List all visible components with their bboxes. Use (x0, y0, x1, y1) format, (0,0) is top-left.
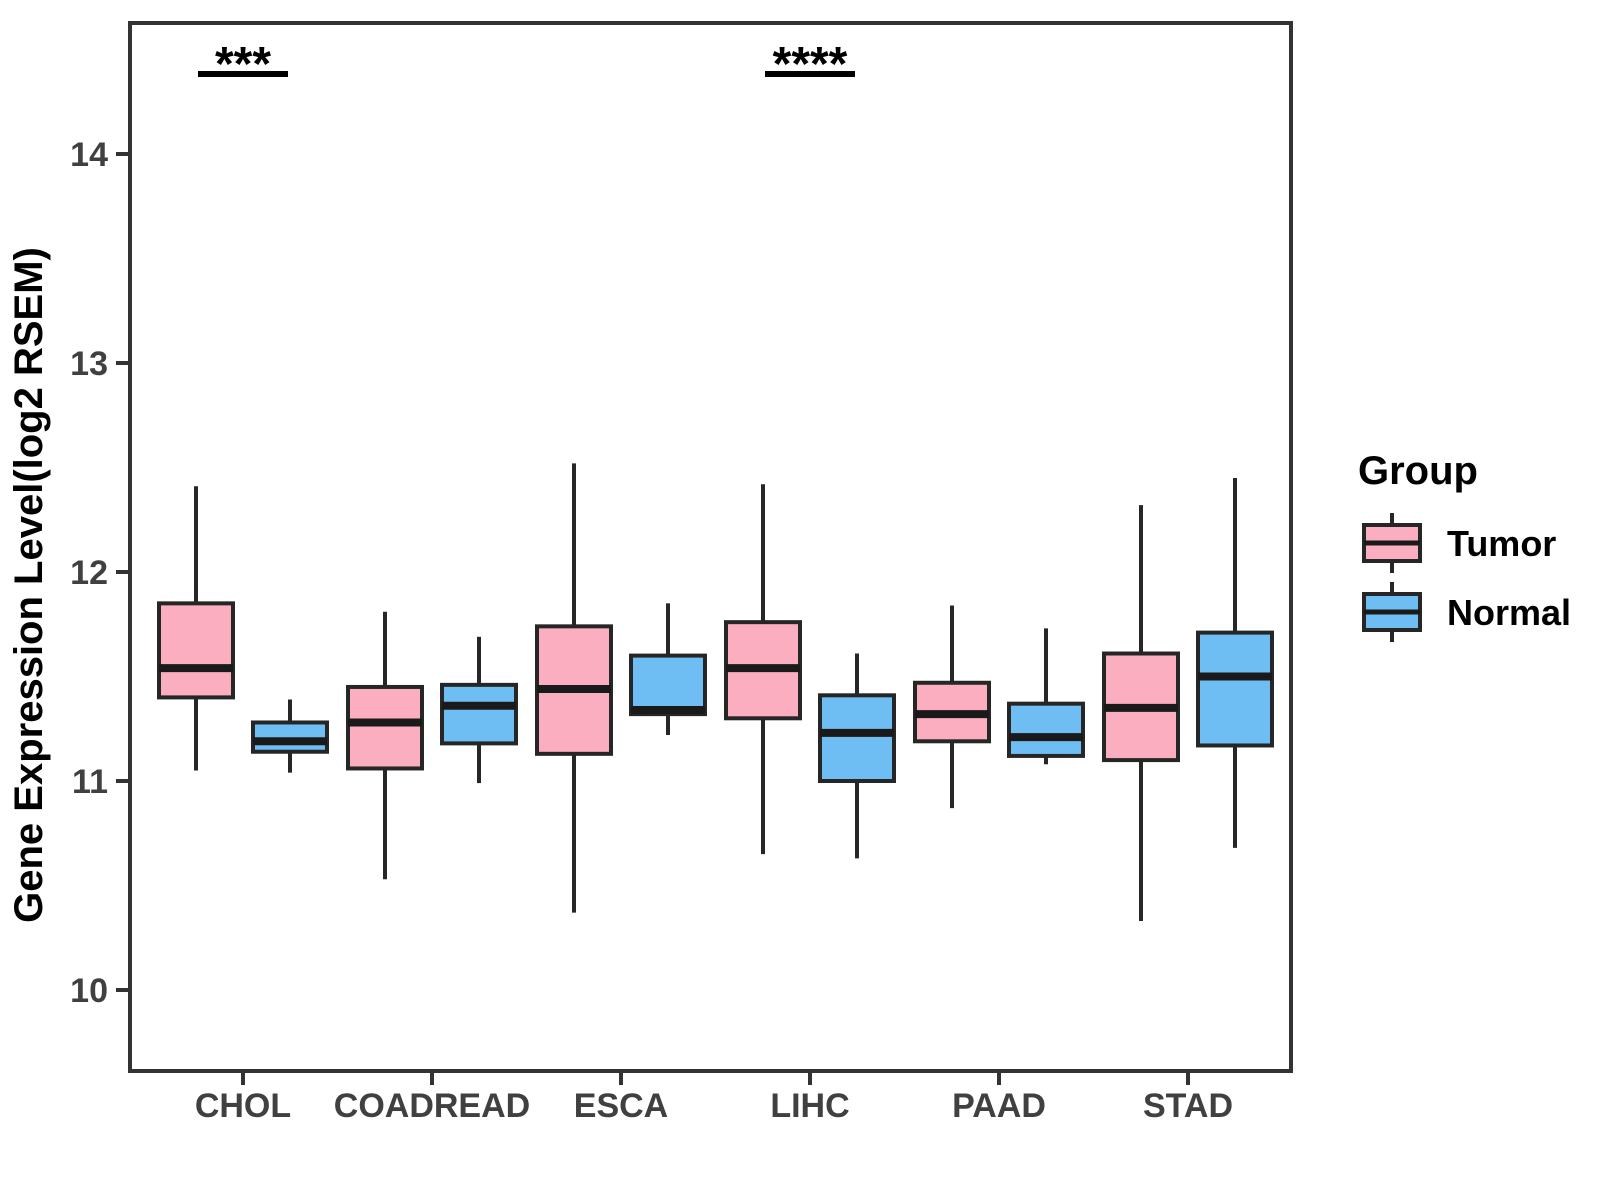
y-tick-label: 13 (70, 345, 108, 383)
legend-label-Normal: Normal (1447, 592, 1571, 633)
x-tick-label: CHOL (195, 1087, 291, 1125)
x-tick-label: STAD (1143, 1087, 1233, 1125)
legend-label-Tumor: Tumor (1447, 523, 1556, 564)
box-COADREAD-Normal (440, 682, 518, 746)
box-COADREAD-Tumor (346, 684, 424, 771)
box-CHOL-Normal (251, 720, 329, 754)
y-tick-label: 14 (70, 136, 108, 174)
legend-title: Group (1358, 449, 1478, 493)
y-tick-label: 11 (72, 763, 108, 801)
y-axis-title: Gene Expression Level(log2 RSEM) (7, 247, 51, 923)
plot-frame (128, 21, 1293, 1073)
x-tick-label: COADREAD (334, 1087, 530, 1125)
significance-stars-LIHC: **** (773, 38, 848, 91)
y-tick-label: 10 (70, 972, 108, 1010)
box-CHOL-Tumor (157, 601, 235, 700)
box-LIHC-Normal (818, 693, 896, 783)
x-tick-label: PAAD (952, 1087, 1046, 1125)
y-tick-label: 12 (70, 554, 108, 592)
box-ESCA-Normal (629, 653, 707, 717)
significance-stars-CHOL: *** (215, 38, 271, 91)
x-tick-label: ESCA (574, 1087, 668, 1125)
box-STAD-Normal (1196, 630, 1274, 748)
box-PAAD-Normal (1007, 701, 1085, 758)
x-tick-label: LIHC (770, 1087, 849, 1125)
